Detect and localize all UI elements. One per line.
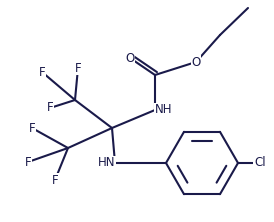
Text: HN: HN (98, 157, 115, 170)
Text: F: F (25, 155, 31, 168)
Text: F: F (47, 101, 53, 115)
Text: F: F (39, 65, 45, 79)
Text: F: F (75, 61, 81, 75)
Text: O: O (125, 52, 135, 65)
Text: F: F (52, 174, 58, 186)
Text: Cl: Cl (254, 157, 266, 170)
Text: F: F (29, 121, 35, 135)
Text: NH: NH (155, 103, 173, 117)
Text: O: O (191, 56, 201, 69)
